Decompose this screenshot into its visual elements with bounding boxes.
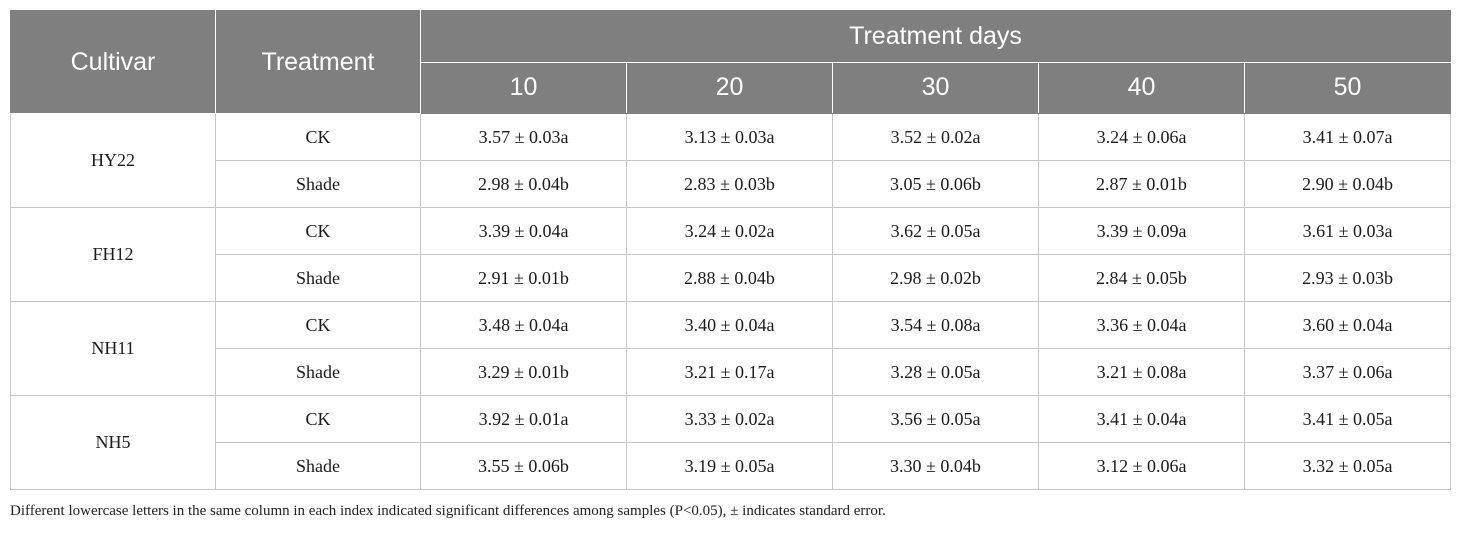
value-cell: 3.60 ± 0.04a — [1243, 301, 1452, 349]
value-cell: 3.37 ± 0.06a — [1243, 348, 1452, 396]
header-treatment: Treatment — [215, 10, 421, 114]
value-cell: 3.39 ± 0.04a — [420, 207, 627, 255]
table-row: NH5 CK 3.92 ± 0.01a 3.33 ± 0.02a 3.56 ± … — [10, 395, 1452, 490]
header-day: 20 — [626, 61, 833, 114]
value-cell: 3.28 ± 0.05a — [832, 348, 1039, 396]
table-header: Cultivar Treatment Treatment days 10 20 … — [10, 10, 1452, 114]
value-cell: 3.41 ± 0.07a — [1243, 113, 1452, 161]
value-cell: 3.24 ± 0.06a — [1038, 113, 1245, 161]
treatment-cell: Shade — [215, 254, 421, 302]
value-cell: 3.41 ± 0.05a — [1243, 395, 1452, 443]
value-cell: 3.24 ± 0.02a — [626, 207, 833, 255]
data-table-container: Cultivar Treatment Treatment days 10 20 … — [10, 10, 1452, 490]
value-cell: 3.32 ± 0.05a — [1243, 442, 1452, 490]
treatment-cell: Shade — [215, 160, 421, 208]
value-cell: 2.83 ± 0.03b — [626, 160, 833, 208]
value-cell: 3.48 ± 0.04a — [420, 301, 627, 349]
value-cell: 3.39 ± 0.09a — [1038, 207, 1245, 255]
value-cell: 3.54 ± 0.08a — [832, 301, 1039, 349]
value-cell: 3.52 ± 0.02a — [832, 113, 1039, 161]
header-cultivar: Cultivar — [10, 10, 216, 114]
table-row: Shade 3.29 ± 0.01b 3.21 ± 0.17a 3.28 ± 0… — [11, 348, 1452, 396]
value-cell: 2.84 ± 0.05b — [1038, 254, 1245, 302]
value-cell: 2.88 ± 0.04b — [626, 254, 833, 302]
value-cell: 2.98 ± 0.04b — [420, 160, 627, 208]
treatment-cell: Shade — [215, 348, 421, 396]
header-day: 50 — [1243, 61, 1452, 114]
value-cell: 3.61 ± 0.03a — [1243, 207, 1452, 255]
value-cell: 3.62 ± 0.05a — [832, 207, 1039, 255]
value-cell: 3.36 ± 0.04a — [1038, 301, 1245, 349]
treatment-cell: CK — [215, 395, 421, 443]
header-day: 30 — [832, 61, 1039, 114]
value-cell: 2.90 ± 0.04b — [1243, 160, 1452, 208]
table-footnote: Different lowercase letters in the same … — [10, 503, 886, 519]
value-cell: 3.13 ± 0.03a — [626, 113, 833, 161]
value-cell: 2.98 ± 0.02b — [832, 254, 1039, 302]
cultivar-cell: NH5 — [10, 395, 216, 490]
table-row: HY22 CK 3.57 ± 0.03a 3.13 ± 0.03a 3.52 ±… — [10, 113, 1452, 208]
header-day: 10 — [420, 61, 627, 114]
value-cell: 3.40 ± 0.04a — [626, 301, 833, 349]
value-cell: 2.93 ± 0.03b — [1243, 254, 1452, 302]
value-cell: 3.05 ± 0.06b — [832, 160, 1039, 208]
value-cell: 3.29 ± 0.01b — [420, 348, 627, 396]
header-day: 40 — [1038, 61, 1245, 114]
value-cell: 3.41 ± 0.04a — [1038, 395, 1245, 443]
data-table: Cultivar Treatment Treatment days 10 20 … — [10, 10, 1452, 490]
cultivar-cell: NH11 — [10, 301, 216, 396]
value-cell: 3.55 ± 0.06b — [420, 442, 627, 490]
value-cell: 2.87 ± 0.01b — [1038, 160, 1245, 208]
table-row: Shade 2.98 ± 0.04b 2.83 ± 0.03b 3.05 ± 0… — [11, 160, 1452, 208]
table-row: FH12 CK 3.39 ± 0.04a 3.24 ± 0.02a 3.62 ±… — [10, 207, 1452, 302]
treatment-cell: CK — [215, 113, 421, 161]
treatment-cell: CK — [215, 207, 421, 255]
header-treatment-days: Treatment days — [419, 10, 1452, 63]
value-cell: 3.92 ± 0.01a — [420, 395, 627, 443]
treatment-cell: CK — [215, 301, 421, 349]
table-body: HY22 CK 3.57 ± 0.03a 3.13 ± 0.03a 3.52 ±… — [10, 113, 1452, 490]
value-cell: 2.91 ± 0.01b — [420, 254, 627, 302]
value-cell: 3.12 ± 0.06a — [1038, 442, 1245, 490]
value-cell: 3.33 ± 0.02a — [626, 395, 833, 443]
value-cell: 3.56 ± 0.05a — [832, 395, 1039, 443]
value-cell: 3.30 ± 0.04b — [832, 442, 1039, 490]
value-cell: 3.21 ± 0.08a — [1038, 348, 1245, 396]
value-cell: 3.21 ± 0.17a — [626, 348, 833, 396]
table-row: NH11 CK 3.48 ± 0.04a 3.40 ± 0.04a 3.54 ±… — [10, 301, 1452, 396]
cultivar-cell: FH12 — [10, 207, 216, 302]
value-cell: 3.57 ± 0.03a — [420, 113, 627, 161]
treatment-cell: Shade — [215, 442, 421, 490]
table-row: Shade 2.91 ± 0.01b 2.88 ± 0.04b 2.98 ± 0… — [11, 254, 1452, 302]
cultivar-cell: HY22 — [10, 113, 216, 208]
value-cell: 3.19 ± 0.05a — [626, 442, 833, 490]
table-row: Shade 3.55 ± 0.06b 3.19 ± 0.05a 3.30 ± 0… — [11, 442, 1452, 490]
